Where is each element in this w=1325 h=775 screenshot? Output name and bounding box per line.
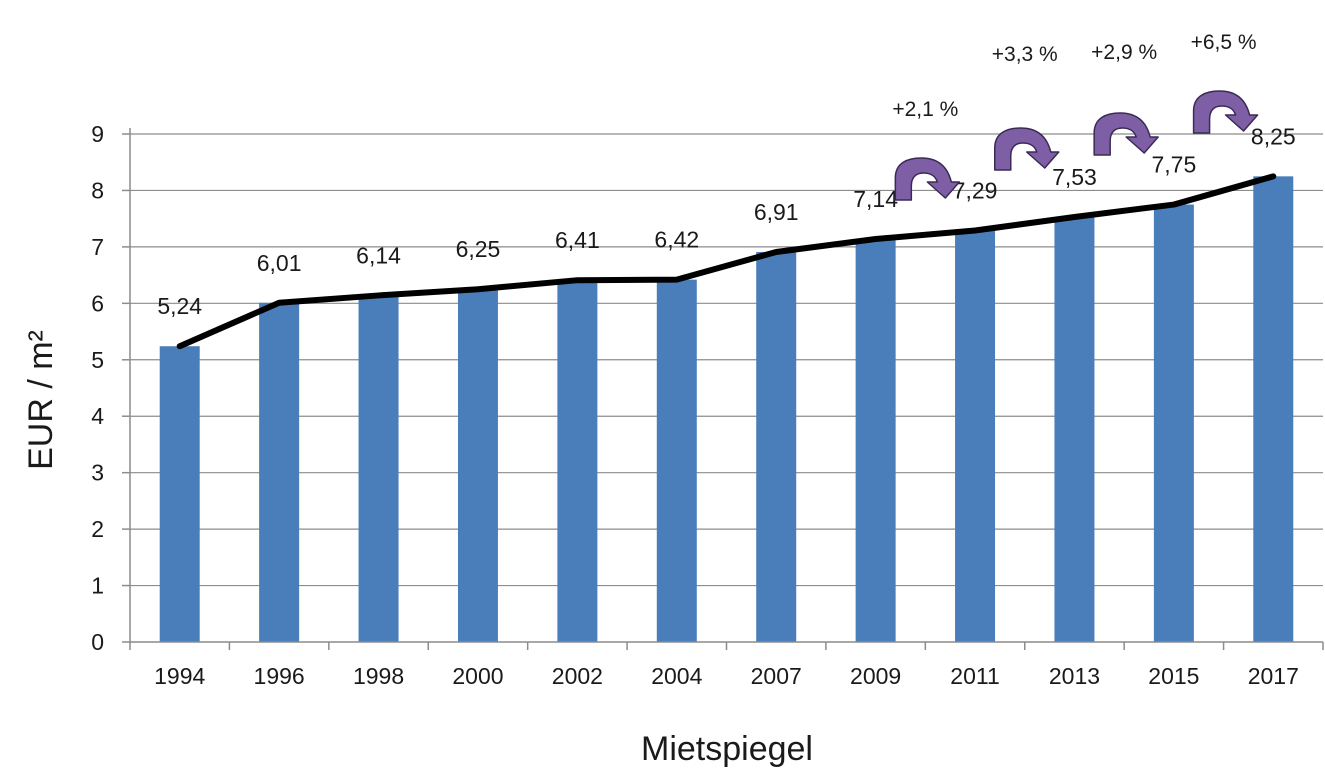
- y-tick-label: 3: [91, 460, 104, 486]
- data-label: 6,41: [555, 227, 600, 253]
- curved-arrow-shape: [1192, 90, 1259, 134]
- y-axis-ticks: 0 1 2 3 4 5 6 7 8 9: [91, 121, 104, 655]
- curved-arrow-icon: [1192, 90, 1259, 134]
- y-tick-label: 4: [91, 403, 104, 429]
- data-label: 7,53: [1052, 164, 1097, 190]
- trend-line-path: [176, 173, 1277, 350]
- x-tick-label: 2017: [1248, 663, 1299, 689]
- growth-label: +3,3 %: [992, 43, 1058, 66]
- data-label: 7,29: [953, 178, 998, 204]
- bars: [159, 176, 1294, 643]
- bar-1994: [159, 346, 200, 642]
- x-tick-label: 2002: [552, 663, 603, 689]
- data-label: 7,75: [1151, 152, 1196, 178]
- bar-2007: [756, 251, 797, 643]
- bar-1998: [358, 295, 399, 642]
- data-label: 6,91: [754, 199, 799, 225]
- bar-2011: [955, 230, 996, 642]
- growth-label: +2,1 %: [892, 98, 958, 121]
- curved-arrow-shape: [994, 127, 1060, 171]
- bar-2004: [656, 279, 697, 642]
- x-axis-ticks: 1994 1996 1998 2000 2002 2004 2007 2009 2011 2013…: [154, 663, 1299, 689]
- bar-2015: [1153, 204, 1194, 643]
- bar-2000: [457, 289, 498, 642]
- curved-arrow-shape: [1093, 112, 1159, 156]
- y-tick-label: 0: [91, 629, 104, 655]
- y-tick-label: 9: [91, 121, 104, 147]
- bar-2017: [1253, 176, 1294, 643]
- data-labels: 5,24 6,01 6,14 6,25 6,41 6,42 6,91 7,14 7,29 7,53…: [157, 123, 1295, 319]
- y-tick-label: 1: [91, 573, 104, 599]
- x-tick-label: 2007: [751, 663, 802, 689]
- data-label: 6,42: [654, 227, 699, 253]
- data-label: 6,01: [257, 250, 302, 276]
- growth-label: +2,9 %: [1091, 41, 1157, 64]
- bar-1996: [259, 302, 300, 642]
- y-tick-label: 7: [91, 234, 104, 260]
- trend-line: [176, 173, 1277, 350]
- data-label: 7,14: [853, 186, 898, 212]
- x-tick-label: 2013: [1049, 663, 1100, 689]
- bar-2009: [855, 238, 896, 642]
- y-tick-label: 5: [91, 347, 104, 373]
- x-tick-label: 1996: [254, 663, 305, 689]
- data-label: 5,24: [157, 293, 202, 319]
- axes: [122, 128, 1324, 650]
- curved-arrow-icon: [1093, 112, 1159, 156]
- y-tick-label: 6: [91, 290, 104, 316]
- data-label: 6,25: [456, 236, 501, 262]
- x-tick-label: 1994: [154, 663, 205, 689]
- bar-2002: [557, 280, 598, 642]
- x-tick-label: 2015: [1148, 663, 1199, 689]
- y-tick-label: 8: [91, 177, 104, 203]
- gridlines: [130, 133, 1323, 587]
- y-axis-title: EUR / m²: [22, 330, 60, 470]
- x-tick-label: 2009: [850, 663, 901, 689]
- x-tick-label: 1998: [353, 663, 404, 689]
- growth-label: +6,5 %: [1191, 31, 1257, 54]
- x-tick-label: 2000: [452, 663, 503, 689]
- x-axis-title: Mietspiegel: [641, 730, 813, 768]
- curved-arrow-shape: [894, 157, 961, 201]
- x-tick-label: 2004: [651, 663, 702, 689]
- data-label: 6,14: [356, 242, 401, 268]
- curved-arrow-icon: [994, 127, 1060, 171]
- y-tick-label: 2: [91, 516, 104, 542]
- data-label: 8,25: [1251, 123, 1296, 149]
- curved-arrow-icon: [894, 157, 961, 201]
- x-tick-label: 2011: [950, 663, 999, 689]
- growth-annotations: +2,1 % +3,3 % +2,9 % +6,5 %: [892, 31, 1259, 201]
- bar-2013: [1054, 216, 1095, 642]
